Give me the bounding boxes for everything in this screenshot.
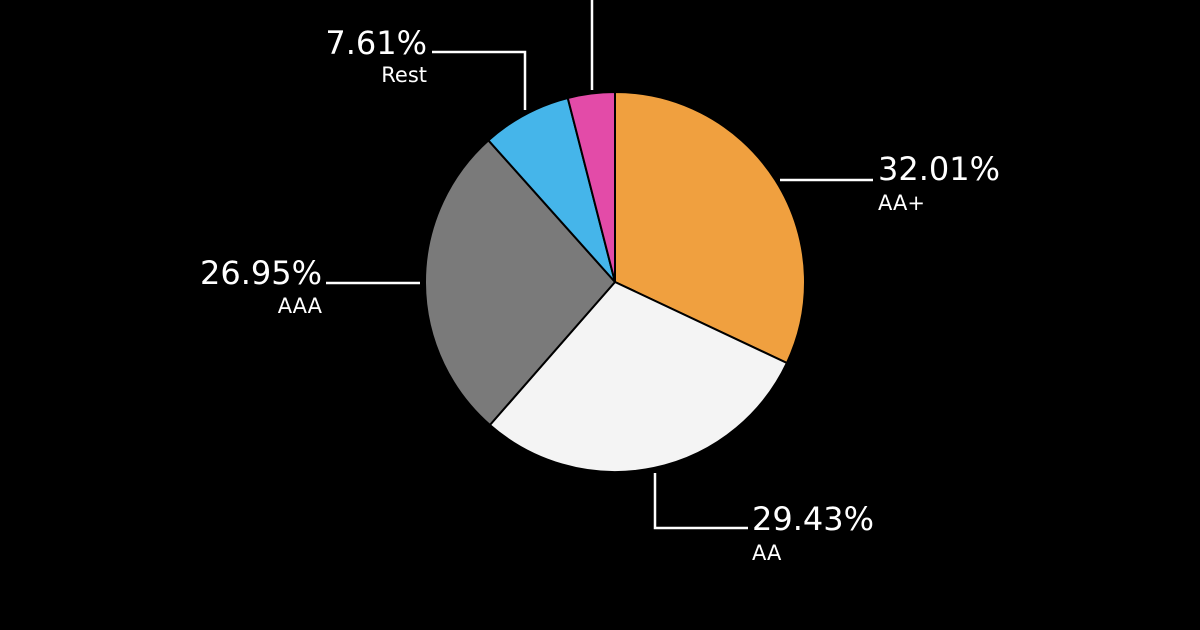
data-label-aa-plus-percent: 32.01% <box>878 150 1000 188</box>
data-labels: 32.01% AA+ 29.43% AA 26.95% AAA 7.61% Re… <box>200 24 1000 565</box>
leader-line-rest <box>432 50 527 110</box>
data-label-rest-category: Rest <box>381 63 427 87</box>
pie-slice-aa-plus <box>614 90 806 365</box>
data-label-rest-percent: 7.61% <box>325 24 427 62</box>
data-label-aa-category: AA <box>752 541 782 565</box>
pie-slice-aa <box>488 280 789 473</box>
data-label-aa-percent: 29.43% <box>752 500 874 538</box>
leader-lines <box>326 0 873 530</box>
data-label-aaa-category: AAA <box>278 294 323 318</box>
data-label-aaa-percent: 26.95% <box>200 254 322 292</box>
pie-slices <box>424 90 806 473</box>
pie-slice-unlabeled <box>566 90 616 283</box>
pie-slice-aaa <box>424 138 617 427</box>
data-label-aa-plus-category: AA+ <box>878 191 925 215</box>
leader-line-aa <box>653 473 748 530</box>
